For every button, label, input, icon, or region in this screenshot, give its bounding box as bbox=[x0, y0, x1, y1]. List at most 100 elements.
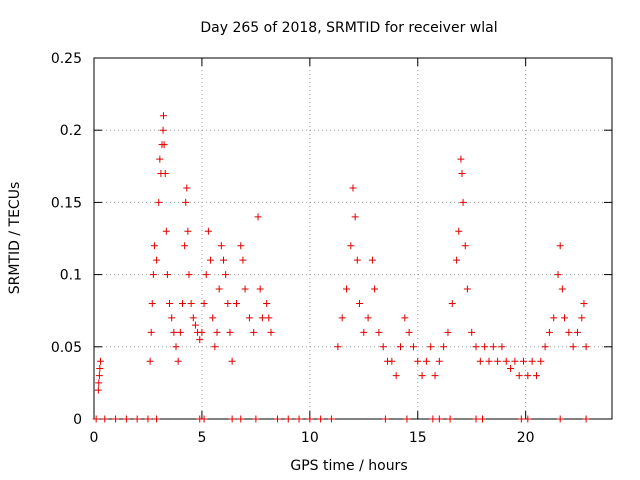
data-point bbox=[159, 112, 167, 120]
data-point bbox=[189, 314, 197, 322]
data-point bbox=[258, 314, 266, 322]
axis-ticks: 0 0.05 0.1 0.15 0.2 0.25 0 5 10 15 20 bbox=[51, 51, 612, 446]
data-point bbox=[457, 155, 465, 163]
y-tick-label: 0.2 bbox=[60, 123, 82, 139]
data-point bbox=[498, 343, 506, 351]
data-point bbox=[458, 170, 466, 178]
data-point bbox=[368, 256, 376, 264]
data-point bbox=[198, 328, 206, 336]
data-point bbox=[580, 299, 588, 307]
data-point bbox=[479, 415, 486, 423]
data-point bbox=[455, 227, 463, 235]
y-tick-label: 0.15 bbox=[51, 195, 82, 211]
data-point bbox=[133, 415, 141, 423]
data-point bbox=[95, 372, 103, 380]
data-point bbox=[532, 372, 540, 380]
data-point bbox=[446, 415, 454, 423]
y-tick-label: 0.1 bbox=[60, 268, 82, 284]
data-point bbox=[517, 415, 525, 423]
y-tick-label: 0.25 bbox=[51, 51, 82, 67]
data-point bbox=[541, 343, 549, 351]
x-axis-label: GPS time / hours bbox=[290, 458, 407, 474]
data-point bbox=[150, 242, 158, 250]
y-tick-label: 0.05 bbox=[51, 340, 82, 356]
data-point bbox=[414, 357, 422, 365]
data-point bbox=[550, 314, 558, 322]
data-point bbox=[334, 343, 342, 351]
data-point bbox=[582, 343, 590, 351]
data-point bbox=[172, 343, 180, 351]
data-point bbox=[96, 364, 104, 372]
data-point bbox=[96, 357, 104, 365]
data-point bbox=[561, 314, 569, 322]
data-point bbox=[295, 415, 303, 423]
x-tick-label: 0 bbox=[90, 430, 99, 446]
data-point bbox=[418, 372, 426, 380]
data-point bbox=[528, 357, 536, 365]
data-point bbox=[241, 285, 249, 293]
data-point bbox=[578, 314, 586, 322]
data-point bbox=[211, 343, 219, 351]
data-point bbox=[554, 271, 562, 279]
data-point bbox=[284, 415, 292, 423]
data-point bbox=[162, 227, 170, 235]
data-point bbox=[149, 271, 157, 279]
data-point bbox=[476, 357, 484, 365]
data-point bbox=[511, 357, 519, 365]
data-point bbox=[183, 184, 191, 192]
data-point bbox=[254, 213, 262, 221]
data-point bbox=[232, 299, 240, 307]
data-point bbox=[405, 328, 413, 336]
data-point bbox=[267, 328, 275, 336]
data-point bbox=[144, 415, 152, 423]
data-point bbox=[545, 328, 553, 336]
data-point bbox=[502, 357, 510, 365]
data-point bbox=[343, 285, 351, 293]
data-point bbox=[347, 242, 355, 250]
grid-lines bbox=[94, 58, 612, 419]
data-point bbox=[524, 372, 532, 380]
data-point bbox=[273, 415, 281, 423]
data-point bbox=[178, 299, 186, 307]
data-point bbox=[168, 314, 176, 322]
data-point bbox=[170, 328, 178, 336]
data-point bbox=[317, 415, 325, 423]
data-point bbox=[355, 299, 363, 307]
data-points bbox=[92, 112, 590, 423]
data-point bbox=[146, 357, 154, 365]
data-point bbox=[184, 227, 192, 235]
data-point bbox=[215, 285, 223, 293]
data-point bbox=[256, 285, 264, 293]
data-point bbox=[524, 415, 532, 423]
data-point bbox=[461, 242, 469, 250]
data-point bbox=[228, 357, 236, 365]
data-point bbox=[182, 198, 190, 206]
data-point bbox=[209, 314, 217, 322]
data-point bbox=[494, 357, 502, 365]
data-point bbox=[327, 415, 335, 423]
chart-title: Day 265 of 2018, SRMTID for receiver wla… bbox=[200, 20, 497, 36]
data-point bbox=[222, 271, 230, 279]
data-point bbox=[403, 415, 411, 423]
data-point bbox=[153, 415, 161, 423]
data-point bbox=[558, 285, 566, 293]
data-point bbox=[220, 256, 227, 264]
data-point bbox=[351, 213, 359, 221]
x-tick-label: 10 bbox=[301, 430, 319, 446]
data-point bbox=[204, 227, 212, 235]
data-point bbox=[565, 328, 573, 336]
data-point bbox=[153, 256, 161, 264]
data-point bbox=[101, 415, 109, 423]
data-point bbox=[353, 256, 361, 264]
y-axis-label: SRMTID / TECUs bbox=[7, 182, 23, 295]
data-point bbox=[422, 357, 430, 365]
data-point bbox=[472, 415, 480, 423]
data-point bbox=[224, 299, 232, 307]
data-point bbox=[582, 415, 590, 423]
data-point bbox=[94, 386, 102, 394]
data-point bbox=[427, 343, 435, 351]
data-point bbox=[95, 379, 103, 387]
data-point bbox=[174, 357, 182, 365]
